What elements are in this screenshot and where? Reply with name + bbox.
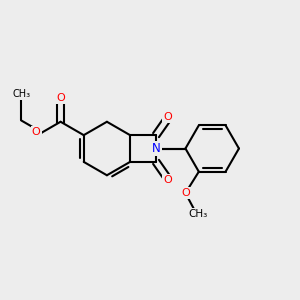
Text: N: N [152,142,160,155]
Text: O: O [32,128,40,137]
Text: O: O [181,188,190,198]
Text: O: O [163,176,172,185]
Text: O: O [56,93,65,103]
Text: O: O [163,112,172,122]
Text: CH₃: CH₃ [12,89,30,99]
Text: CH₃: CH₃ [188,209,207,219]
